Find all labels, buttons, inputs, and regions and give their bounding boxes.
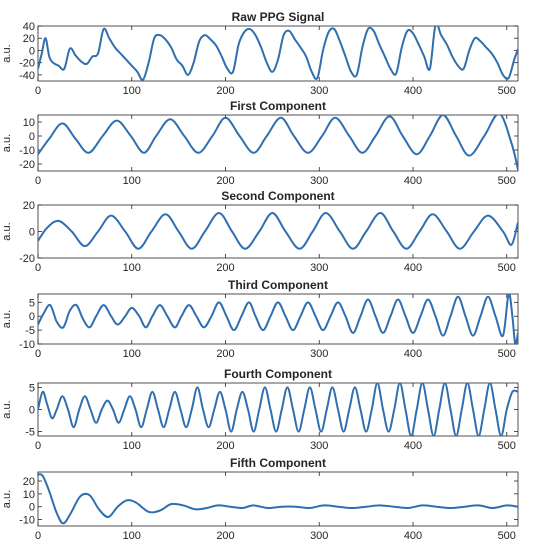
x-tick-label: 300 [310,348,328,360]
x-tick-label: 400 [404,175,422,187]
x-tick-label: 500 [498,85,516,97]
subplot-title: Raw PPG Signal [232,10,325,24]
y-tick-label: 0 [29,131,35,143]
y-tick-label: 40 [23,21,35,33]
y-tick-label: 10 [23,117,35,129]
y-tick-label: 20 [23,476,35,488]
y-tick-label: 10 [23,489,35,501]
x-tick-label: 300 [310,262,328,274]
y-tick-label: 5 [29,382,35,394]
series-line [38,211,518,250]
axes-box [37,25,519,82]
x-tick-label: 300 [310,85,328,97]
y-tick-label: -10 [19,145,35,157]
x-tick-label: 100 [123,530,141,542]
x-tick-label: 200 [216,262,234,274]
series-line [38,383,518,436]
y-tick-label: 0 [29,45,35,57]
y-tick-label: 0 [29,227,35,239]
x-tick-label: 500 [498,530,516,542]
series-line [38,115,518,170]
series-line [38,473,518,525]
y-tick-label: 5 [29,297,35,309]
x-tick-label: 0 [35,85,41,97]
y-tick-label: 0 [29,502,35,514]
subplot-2: First Component 0 100 200 300 400 500 -20 -10 0 10… [1,99,519,187]
x-tick-label: 400 [404,85,422,97]
y-axis-label: a.u. [1,310,13,328]
subplot-title: Third Component [228,278,328,292]
x-tick-label: 500 [498,175,516,187]
subplot-title: Second Component [221,189,334,203]
y-tick-label: -20 [19,58,35,70]
x-tick-label: 200 [216,85,234,97]
x-tick-label: 0 [35,440,41,452]
y-axis-label: a.u. [1,44,13,62]
subplot-title: Fourth Component [224,367,332,381]
x-tick-label: 500 [498,440,516,452]
x-tick-label: 0 [35,262,41,274]
x-tick-label: 200 [216,175,234,187]
x-tick-label: 0 [35,175,41,187]
y-axis-label: a.u. [1,134,13,152]
y-tick-label: -20 [19,253,35,265]
x-tick-label: 500 [498,348,516,360]
x-tick-label: 100 [123,262,141,274]
y-axis-label: a.u. [1,222,13,240]
x-tick-label: 300 [310,440,328,452]
x-tick-label: 100 [123,175,141,187]
y-tick-label: 20 [23,33,35,45]
x-tick-label: 500 [498,262,516,274]
axes-box [37,471,519,527]
y-tick-label: -10 [19,339,35,351]
x-tick-label: 300 [310,530,328,542]
y-tick-label: -5 [25,325,35,337]
y-tick-label: -40 [19,70,35,82]
series-line [38,294,518,344]
axes-box [37,293,519,345]
series-line [38,26,518,81]
axes-box [37,114,519,172]
y-tick-label: 0 [29,405,35,417]
y-tick-label: 20 [23,200,35,212]
y-tick-label: -20 [19,159,35,171]
x-tick-label: 400 [404,530,422,542]
y-tick-label: 0 [29,311,35,323]
y-axis-label: a.u. [1,400,13,418]
subplot-title: First Component [230,99,326,113]
subplot-title: Fifth Component [230,456,326,470]
y-tick-label: -10 [19,515,35,527]
x-tick-label: 400 [404,348,422,360]
x-tick-label: 0 [35,348,41,360]
x-tick-label: 100 [123,85,141,97]
x-tick-label: 200 [216,530,234,542]
x-tick-label: 400 [404,262,422,274]
x-tick-label: 200 [216,440,234,452]
y-tick-label: -5 [25,427,35,439]
y-axis-label: a.u. [1,490,13,508]
x-tick-label: 100 [123,440,141,452]
x-tick-label: 400 [404,440,422,452]
x-tick-label: 300 [310,175,328,187]
x-tick-label: 0 [35,530,41,542]
x-tick-label: 200 [216,348,234,360]
x-tick-label: 100 [123,348,141,360]
